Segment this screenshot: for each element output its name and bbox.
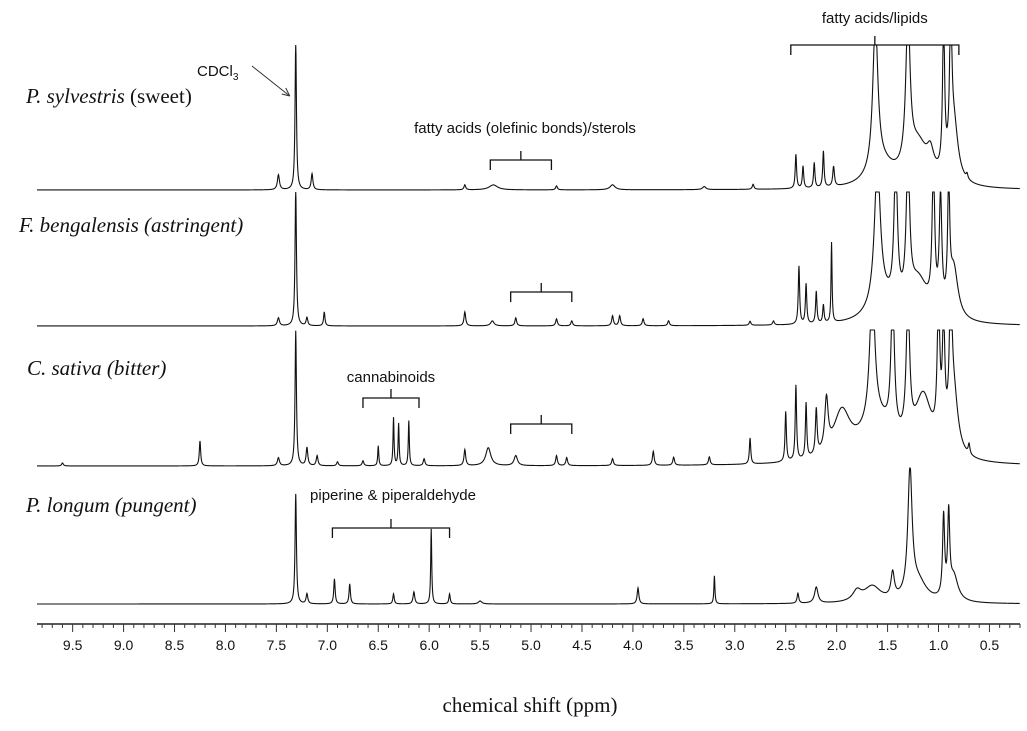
annotation-arrow-line — [251, 65, 291, 97]
x-tick-label: 2.5 — [776, 637, 796, 653]
x-tick-label: 1.0 — [929, 637, 949, 653]
bracket-line — [362, 389, 420, 408]
spectrum-line-p-longum — [37, 467, 1020, 605]
annotation-label: cannabinoids — [347, 369, 435, 386]
spectra-layer — [37, 44, 1020, 605]
x-axis-title: chemical shift (ppm) — [443, 693, 618, 717]
bracket-line — [510, 283, 573, 302]
annotation-arrow-head — [281, 87, 291, 97]
spectrum-line-c-sativa — [37, 329, 1020, 467]
x-tick-label: 3.5 — [674, 637, 694, 653]
series-label-f-bengalensis: F. bengalensis (astringent) — [18, 213, 243, 237]
x-tick-label: 7.5 — [267, 637, 287, 653]
x-tick-label: 8.0 — [216, 637, 236, 653]
annotations-layer: CDCl3 fatty acids/lipids fatty acids (olef… — [197, 10, 960, 538]
x-tick-label: 9.5 — [63, 637, 83, 653]
annotation-label: CDCl3 — [197, 63, 239, 83]
x-tick-label: 3.0 — [725, 637, 745, 653]
x-tick-label: 8.5 — [165, 637, 185, 653]
x-axis: 9.5 9.0 8.5 8.0 7.5 7.0 6.5 6.0 5.5 5.0 4.5 4.0 3.5 3… — [37, 623, 1021, 653]
annotation-bracket-6: piperine & piperaldehyde — [310, 487, 476, 538]
annotation-cdcl3: CDCl3 — [197, 63, 291, 97]
x-tick-label: 6.5 — [369, 637, 389, 653]
x-tick-label: 9.0 — [114, 637, 134, 653]
annotation-bracket-3 — [510, 283, 573, 302]
bracket-line — [510, 415, 573, 434]
x-tick-label: 5.0 — [521, 637, 541, 653]
annotation-label: fatty acids (olefinic bonds)/sterols — [414, 120, 636, 137]
annotation-label: fatty acids/lipids — [822, 10, 928, 27]
x-tick-label: 7.0 — [318, 637, 338, 653]
x-tick-label: 4.5 — [572, 637, 592, 653]
x-tick-label: 0.5 — [980, 637, 1000, 653]
bracket-line — [331, 519, 451, 538]
spectrum-line-p-sylvestris — [37, 44, 1020, 191]
annotation-bracket-4: cannabinoids — [347, 369, 435, 408]
x-tick-label: 6.0 — [419, 637, 439, 653]
spectrum-line-f-bengalensis — [37, 191, 1020, 327]
annotation-bracket-2: fatty acids (olefinic bonds)/sterols — [414, 120, 636, 170]
bracket-line — [489, 151, 553, 170]
bracket-line — [790, 36, 960, 55]
series-label-c-sativa: C. sativa (bitter) — [27, 356, 166, 380]
x-tick-label: 2.0 — [827, 637, 847, 653]
series-label-p-sylvestris: P. sylvestris (sweet) — [25, 84, 192, 108]
x-tick-label: 1.5 — [878, 637, 898, 653]
x-tick-label: 4.0 — [623, 637, 643, 653]
annotation-bracket-5 — [510, 415, 573, 434]
x-tick-label: 5.5 — [470, 637, 490, 653]
annotation-bracket-1: fatty acids/lipids — [790, 10, 960, 55]
annotation-label: piperine & piperaldehyde — [310, 487, 476, 504]
series-label-p-longum: P. longum (pungent) — [25, 493, 197, 517]
